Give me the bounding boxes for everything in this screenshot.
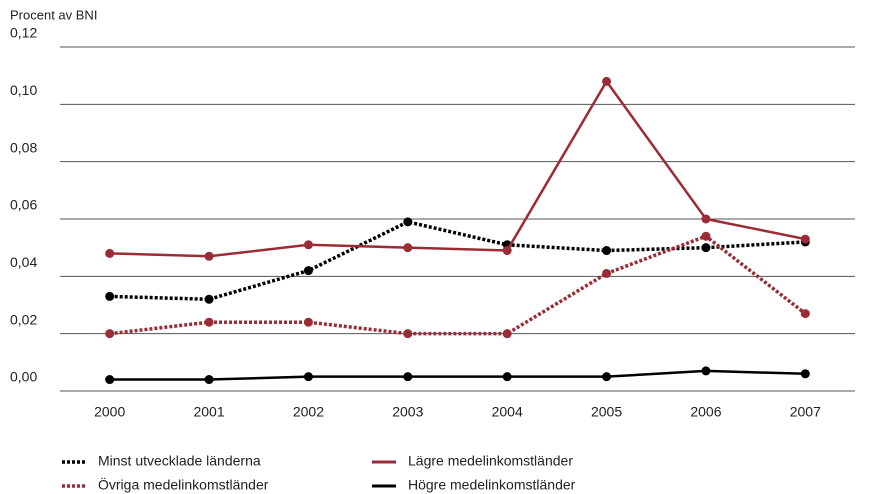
y-tick-label: 0,02 [10, 311, 37, 327]
legend-label: Högre medelinkomstländer [408, 477, 576, 493]
data-point [403, 329, 413, 339]
data-point [502, 372, 512, 382]
y-axis-title: Procent av BNI [10, 7, 97, 22]
y-tick-label: 0,06 [10, 197, 37, 213]
legend-label: Lägre medelinkomstländer [408, 453, 573, 469]
x-tick-label: 2003 [392, 404, 423, 420]
data-point [204, 294, 214, 304]
series-line [109, 79, 806, 258]
data-point [701, 243, 711, 253]
x-tick-label: 2007 [790, 404, 821, 420]
series-line [109, 220, 806, 302]
data-point [105, 375, 115, 385]
data-point [701, 231, 711, 241]
data-point [303, 372, 313, 382]
data-point [502, 246, 512, 256]
data-point [303, 266, 313, 276]
data-point [602, 372, 612, 382]
data-point [303, 317, 313, 327]
data-point [602, 246, 612, 256]
y-tick-label: 0,10 [10, 82, 37, 98]
data-point [204, 251, 214, 261]
y-tick-label: 0,08 [10, 139, 37, 155]
x-tick-label: 2001 [193, 404, 224, 420]
data-point [403, 243, 413, 253]
data-point [105, 329, 115, 339]
data-point [303, 240, 313, 250]
legend-label: Övriga medelinkomstländer [98, 476, 269, 493]
data-point [105, 291, 115, 301]
x-tick-label: 2004 [492, 404, 523, 420]
series-line [109, 234, 807, 336]
x-tick-label: 2002 [293, 404, 324, 420]
data-point [701, 366, 711, 376]
data-point [602, 268, 612, 278]
y-tick-label: 0,04 [10, 254, 37, 270]
data-point [800, 369, 810, 379]
data-point [502, 329, 512, 339]
x-tick-label: 2000 [94, 404, 125, 420]
data-point [701, 214, 711, 224]
y-tick-label: 0,12 [10, 25, 37, 41]
data-point [800, 309, 810, 319]
data-point [403, 217, 413, 227]
data-point [204, 375, 214, 385]
y-tick-label: 0,00 [10, 369, 37, 385]
data-point [403, 372, 413, 382]
x-tick-label: 2005 [591, 404, 622, 420]
data-point [204, 317, 214, 327]
data-point [105, 248, 115, 258]
data-point [602, 76, 612, 86]
data-point [800, 234, 810, 244]
series-line [109, 369, 806, 381]
legend-label: Minst utvecklade länderna [98, 453, 261, 469]
x-tick-label: 2006 [690, 404, 721, 420]
